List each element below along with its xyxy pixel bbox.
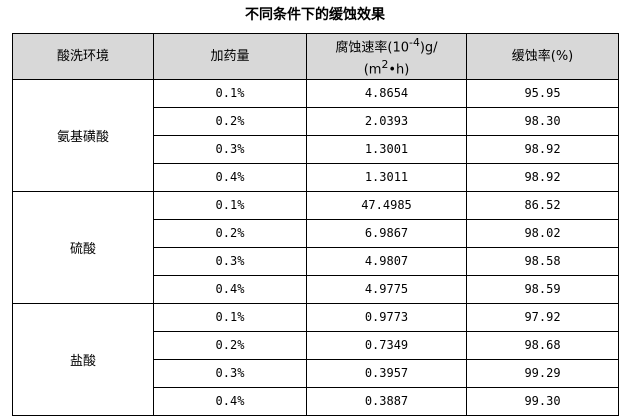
header-rate-unit-close: •h) bbox=[388, 62, 410, 78]
table-row: 氨基磺酸 0.1% 4.8654 95.95 bbox=[12, 78, 619, 192]
table-row: 0.2% 6.9867 98.02 bbox=[13, 218, 619, 248]
table-row: 0.3% 0.3957 99.29 bbox=[13, 358, 619, 388]
dose-cell: 0.2% bbox=[153, 106, 307, 136]
header-dose: 加药量 bbox=[153, 33, 307, 80]
header-efficiency: 缓蚀率(%) bbox=[466, 33, 619, 80]
table-row: 0.4% 1.3011 98.92 bbox=[13, 162, 619, 192]
header-row: 酸洗环境 加药量 腐蚀速率(10-4)g/ (m2•h) 缓蚀率(%) bbox=[12, 33, 619, 80]
table-row: 0.2% 0.7349 98.68 bbox=[13, 330, 619, 360]
dose-cell: 0.2% bbox=[153, 330, 307, 360]
dose-cell: 0.4% bbox=[153, 274, 307, 304]
header-rate-square: 2 bbox=[381, 58, 389, 72]
header-rate-text: 腐蚀速率(10 bbox=[335, 40, 410, 56]
header-rate-unit: )g/ bbox=[419, 40, 438, 56]
header-rate-exponent: -4 bbox=[409, 36, 420, 49]
table-body: 氨基磺酸 0.1% 4.8654 95.95 0.2% 2.0393 98.30 0.3% 1.… bbox=[12, 78, 619, 416]
efficiency-cell: 98.68 bbox=[466, 330, 619, 360]
efficiency-cell: 99.30 bbox=[466, 386, 619, 416]
header-corrosion-rate: 腐蚀速率(10-4)g/ (m2•h) bbox=[306, 33, 467, 80]
results-table: 酸洗环境 加药量 腐蚀速率(10-4)g/ (m2•h) 缓蚀率(%) 氨基磺酸… bbox=[12, 33, 619, 416]
rate-cell: 1.3001 bbox=[306, 134, 467, 164]
table-row: 硫酸 0.1% 47.4985 86.52 bbox=[12, 190, 619, 304]
rate-cell: 2.0393 bbox=[306, 106, 467, 136]
rate-cell: 0.7349 bbox=[306, 330, 467, 360]
efficiency-cell: 97.92 bbox=[466, 302, 619, 332]
efficiency-cell: 98.58 bbox=[466, 246, 619, 276]
efficiency-cell: 98.92 bbox=[466, 162, 619, 192]
env-cell: 盐酸 bbox=[12, 302, 154, 416]
rate-cell: 4.9775 bbox=[306, 274, 467, 304]
dose-cell: 0.3% bbox=[153, 134, 307, 164]
header-rate-unit-open: (m bbox=[363, 62, 382, 78]
efficiency-cell: 98.92 bbox=[466, 134, 619, 164]
efficiency-cell: 95.95 bbox=[466, 78, 619, 108]
env-cell: 硫酸 bbox=[12, 190, 154, 304]
dose-cell: 0.1% bbox=[153, 78, 307, 108]
rate-cell: 1.3011 bbox=[306, 162, 467, 192]
rate-cell: 4.9807 bbox=[306, 246, 467, 276]
dose-cell: 0.3% bbox=[153, 246, 307, 276]
table-title: 不同条件下的缓蚀效果 bbox=[245, 7, 385, 23]
header-env: 酸洗环境 bbox=[12, 33, 154, 80]
rate-cell: 0.3887 bbox=[306, 386, 467, 416]
efficiency-cell: 98.30 bbox=[466, 106, 619, 136]
rate-cell: 6.9867 bbox=[306, 218, 467, 248]
env-cell: 氨基磺酸 bbox=[12, 78, 154, 192]
dose-cell: 0.1% bbox=[153, 302, 307, 332]
dose-cell: 0.1% bbox=[153, 190, 307, 220]
efficiency-cell: 98.59 bbox=[466, 274, 619, 304]
rate-cell: 47.4985 bbox=[306, 190, 467, 220]
dose-cell: 0.2% bbox=[153, 218, 307, 248]
efficiency-cell: 98.02 bbox=[466, 218, 619, 248]
efficiency-cell: 86.52 bbox=[466, 190, 619, 220]
efficiency-cell: 99.29 bbox=[466, 358, 619, 388]
dose-cell: 0.4% bbox=[153, 386, 307, 416]
dose-cell: 0.3% bbox=[153, 358, 307, 388]
rate-cell: 0.3957 bbox=[306, 358, 467, 388]
rate-cell: 0.9773 bbox=[306, 302, 467, 332]
table-row: 0.2% 2.0393 98.30 bbox=[13, 106, 619, 136]
dose-cell: 0.4% bbox=[153, 162, 307, 192]
rate-cell: 4.8654 bbox=[306, 78, 467, 108]
table-row: 盐酸 0.1% 0.9773 97.92 bbox=[12, 302, 619, 416]
table-row: 0.3% 1.3001 98.92 bbox=[13, 134, 619, 164]
table-row: 0.3% 4.9807 98.58 bbox=[13, 246, 619, 276]
table-row: 0.4% 0.3887 99.30 bbox=[13, 386, 619, 416]
